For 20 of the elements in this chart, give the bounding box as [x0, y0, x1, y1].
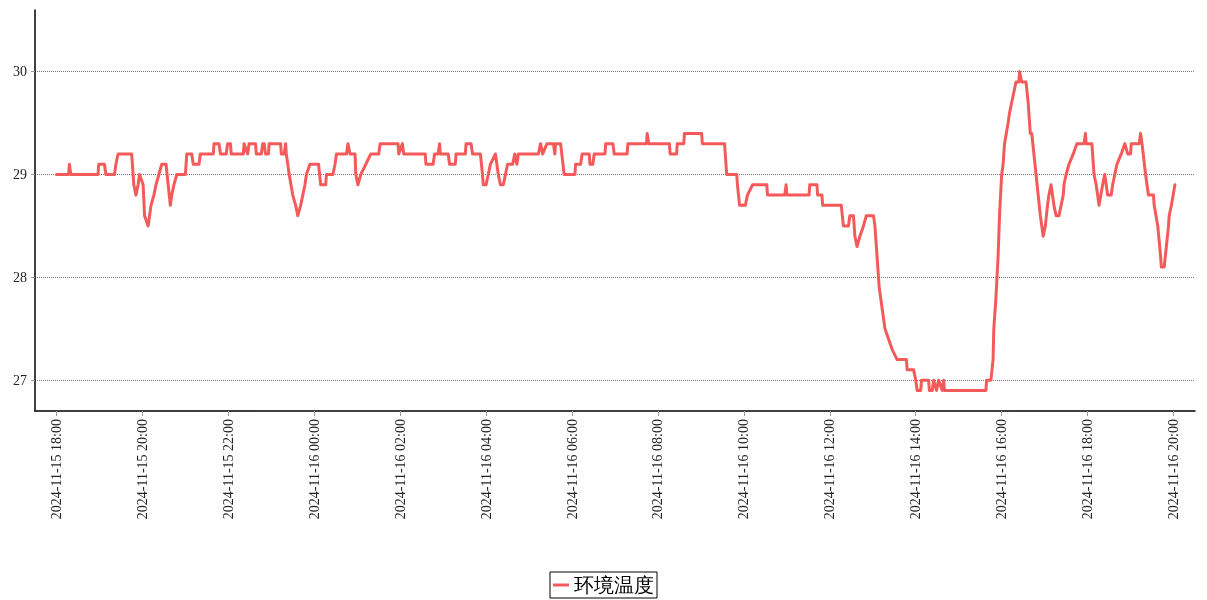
x-tick-label: 2024-11-16 20:00 [1166, 419, 1182, 520]
x-tick-label: 2024-11-15 22:00 [220, 419, 236, 520]
line-series [54, 70, 1177, 392]
y-tick-label: 30 [13, 64, 27, 80]
legend-label: 环境温度 [574, 574, 654, 596]
x-tick-label: 2024-11-15 20:00 [134, 419, 150, 520]
y-tick-label: 29 [13, 167, 27, 183]
x-tick-label: 2024-11-16 00:00 [306, 419, 322, 520]
x-tick-label: 2024-11-16 16:00 [994, 419, 1010, 520]
x-tick-label: 2024-11-15 18:00 [48, 419, 64, 520]
x-tick-label: 2024-11-16 12:00 [822, 419, 838, 520]
x-tick-label: 2024-11-16 02:00 [392, 419, 408, 520]
x-tick-label: 2024-11-16 18:00 [1080, 419, 1096, 520]
x-tick-label: 2024-11-16 10:00 [736, 419, 752, 520]
x-tick-label: 2024-11-16 08:00 [650, 419, 666, 520]
y-tick-label: 27 [13, 372, 27, 388]
x-tick-label: 2024-11-16 04:00 [478, 419, 494, 520]
x-tick-label: 2024-11-16 06:00 [564, 419, 580, 520]
x-tick-label: 2024-11-16 14:00 [908, 419, 924, 520]
y-tick-label: 28 [13, 269, 27, 285]
